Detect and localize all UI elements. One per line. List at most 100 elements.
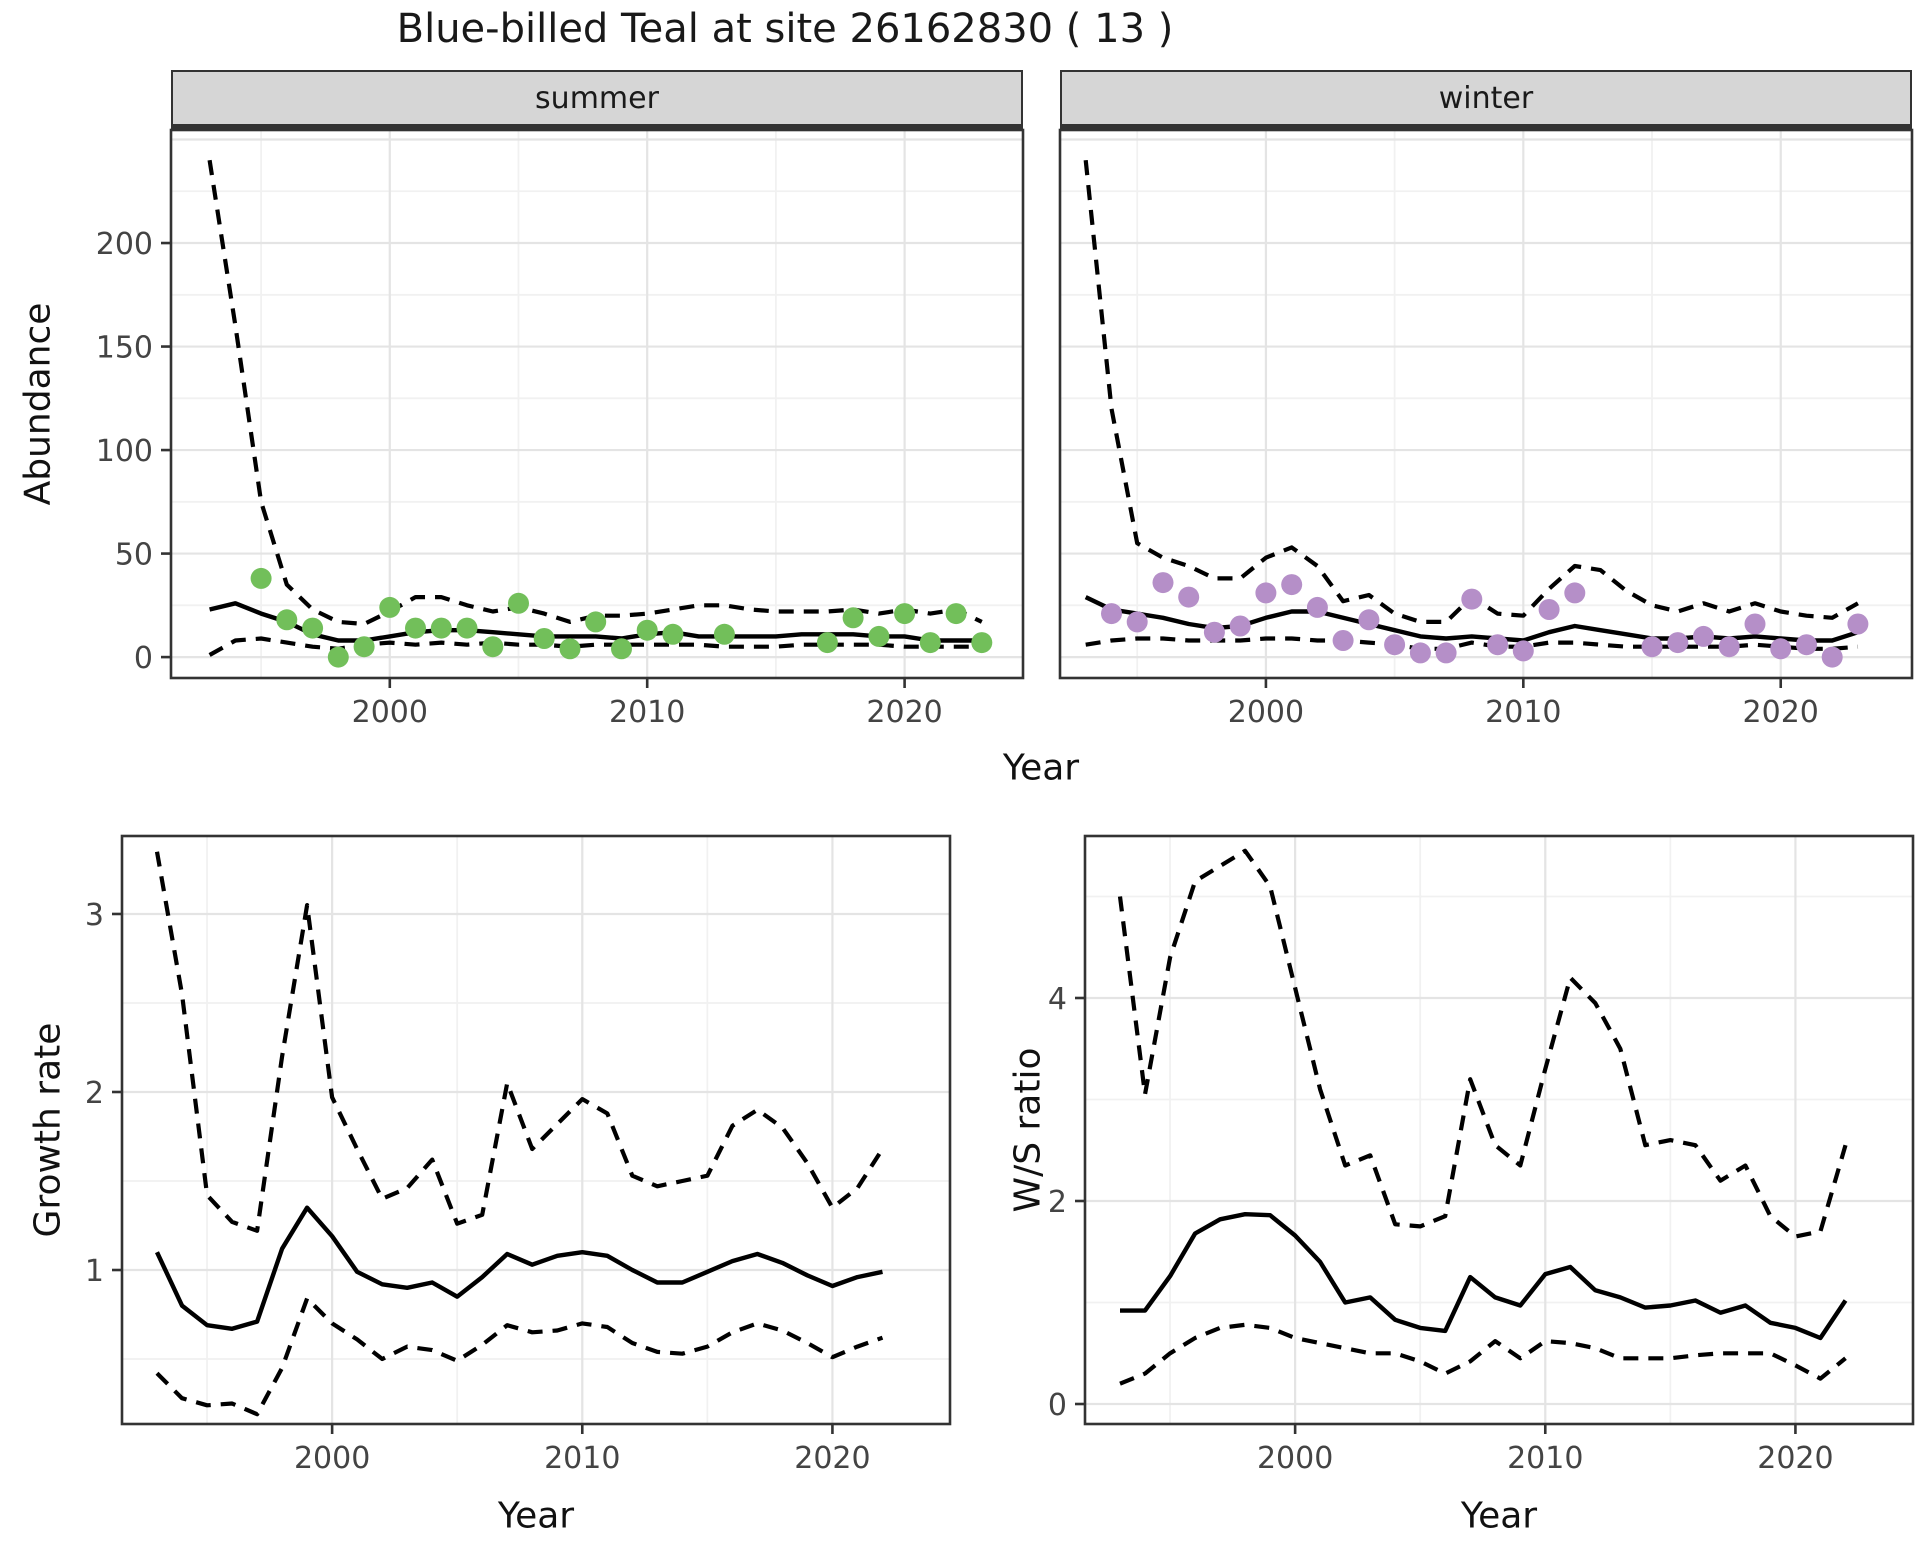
series-lines: [1117, 848, 1848, 1386]
panel-background: [122, 836, 950, 1424]
growth-rate-y-axis-title: Growth rate: [27, 1022, 69, 1238]
series-lines: [154, 851, 885, 1417]
data-point: [1538, 599, 1560, 620]
data-point: [533, 628, 555, 649]
x-tick-label: 2010: [609, 695, 685, 730]
facet-strip-winter-label: winter: [1438, 80, 1534, 116]
data-point: [585, 611, 607, 633]
data-point: [1641, 636, 1663, 658]
y-tick-label: 100: [96, 434, 153, 469]
abundance-y-axis-title: Abundance: [17, 302, 59, 506]
data-point: [1435, 642, 1457, 664]
x-tick-label: 2010: [1507, 1441, 1583, 1476]
data-point: [662, 623, 684, 645]
x-tick-label: 2010: [544, 1441, 620, 1476]
y-tick-label: 200: [96, 227, 153, 262]
series-estimate: [209, 601, 982, 643]
x-tick-label: 2010: [1485, 695, 1561, 730]
gridlines: [1085, 836, 1913, 1424]
data-point: [1796, 634, 1817, 656]
panel-border: [1083, 834, 1915, 1426]
data-point: [1512, 640, 1534, 662]
data-point: [559, 638, 581, 660]
observation-points-winter: [1101, 572, 1869, 668]
data-point: [508, 592, 529, 614]
data-point: [1487, 634, 1509, 656]
y-tick-label: 2: [1048, 1185, 1067, 1220]
x-tick-label: 2020: [1743, 695, 1819, 730]
x-tick-label: 2020: [1757, 1441, 1833, 1476]
abundance-panel-winter: 2000 2010 2020: [1058, 128, 1914, 730]
data-point: [1693, 625, 1714, 647]
data-point: [276, 609, 298, 631]
abundance-panel-summer: 2000 2010 2020 0 50 100 150 200: [96, 128, 1025, 730]
y-tick-label: 0: [134, 641, 153, 676]
data-point: [713, 623, 735, 645]
data-point: [868, 625, 890, 647]
data-point: [1281, 574, 1303, 596]
growth-rate-x-axis-title: Year: [497, 1495, 575, 1537]
panel-border: [120, 834, 952, 1426]
data-point: [1847, 613, 1869, 635]
data-point: [1770, 638, 1792, 660]
growth_rate-panel-0: 2000 2010 2020 1 2 3: [85, 834, 952, 1476]
panel-background: [171, 130, 1023, 678]
gridlines: [1060, 130, 1912, 678]
y-tick-label: 150: [96, 331, 153, 366]
data-point: [379, 596, 401, 618]
panel-border: [169, 128, 1025, 680]
panel-background: [1085, 836, 1913, 1424]
series-upper_95ci: [154, 851, 885, 1233]
data-point: [842, 607, 864, 629]
series-estimate: [155, 1205, 883, 1331]
gridlines: [122, 836, 950, 1424]
gridlines: [171, 130, 1023, 678]
x-tick-label: 2000: [1228, 695, 1304, 730]
data-point: [1564, 582, 1586, 604]
y-tick-label: 50: [115, 538, 153, 573]
data-point: [971, 632, 993, 654]
data-point: [945, 603, 967, 625]
data-point: [327, 646, 349, 668]
x-tick-label: 2020: [866, 695, 942, 730]
data-point: [1332, 630, 1354, 651]
data-point: [405, 617, 426, 639]
series-estimate: [1120, 1212, 1848, 1341]
panel-border: [1058, 128, 1914, 680]
data-point: [894, 603, 916, 625]
data-point: [456, 617, 478, 639]
data-point: [430, 617, 452, 639]
figure-title: Blue-billed Teal at site 26162830 ( 13 ): [396, 6, 1174, 52]
x-tick-label: 2000: [1257, 1441, 1333, 1476]
series-lower_95ci: [155, 1296, 884, 1417]
x-tick-label: 2020: [794, 1441, 870, 1476]
data-point: [1255, 582, 1277, 604]
y-tick-label: 2: [85, 1076, 104, 1111]
data-point: [1821, 646, 1843, 668]
data-point: [1461, 588, 1483, 610]
series-lower_95ci: [1119, 1322, 1847, 1386]
data-point: [636, 619, 658, 641]
data-point: [1306, 596, 1328, 618]
x-tick-label: 2000: [294, 1441, 370, 1476]
facet-strip-summer: summer: [171, 70, 1023, 130]
data-point: [1358, 609, 1380, 631]
abundance-x-axis-title: Year: [1002, 747, 1080, 789]
data-point: [353, 636, 375, 658]
data-point: [1409, 642, 1431, 664]
y-tick-label: 0: [1048, 1388, 1067, 1423]
data-point: [250, 567, 272, 589]
y-tick-label: 3: [85, 898, 104, 933]
x-tick-label: 2000: [352, 695, 428, 730]
data-point: [1178, 586, 1200, 608]
series-upper_95ci: [1117, 848, 1848, 1239]
y-tick-label: 1: [85, 1254, 104, 1289]
data-point: [482, 636, 504, 658]
data-point: [1101, 603, 1122, 625]
ws_ratio-panel-0: 2000 2010 2020 0 2 4: [1048, 834, 1915, 1476]
ws-ratio-y-axis-title: W/S ratio: [1007, 1047, 1049, 1213]
facet-strip-winter: winter: [1060, 70, 1912, 130]
data-point: [919, 632, 941, 654]
